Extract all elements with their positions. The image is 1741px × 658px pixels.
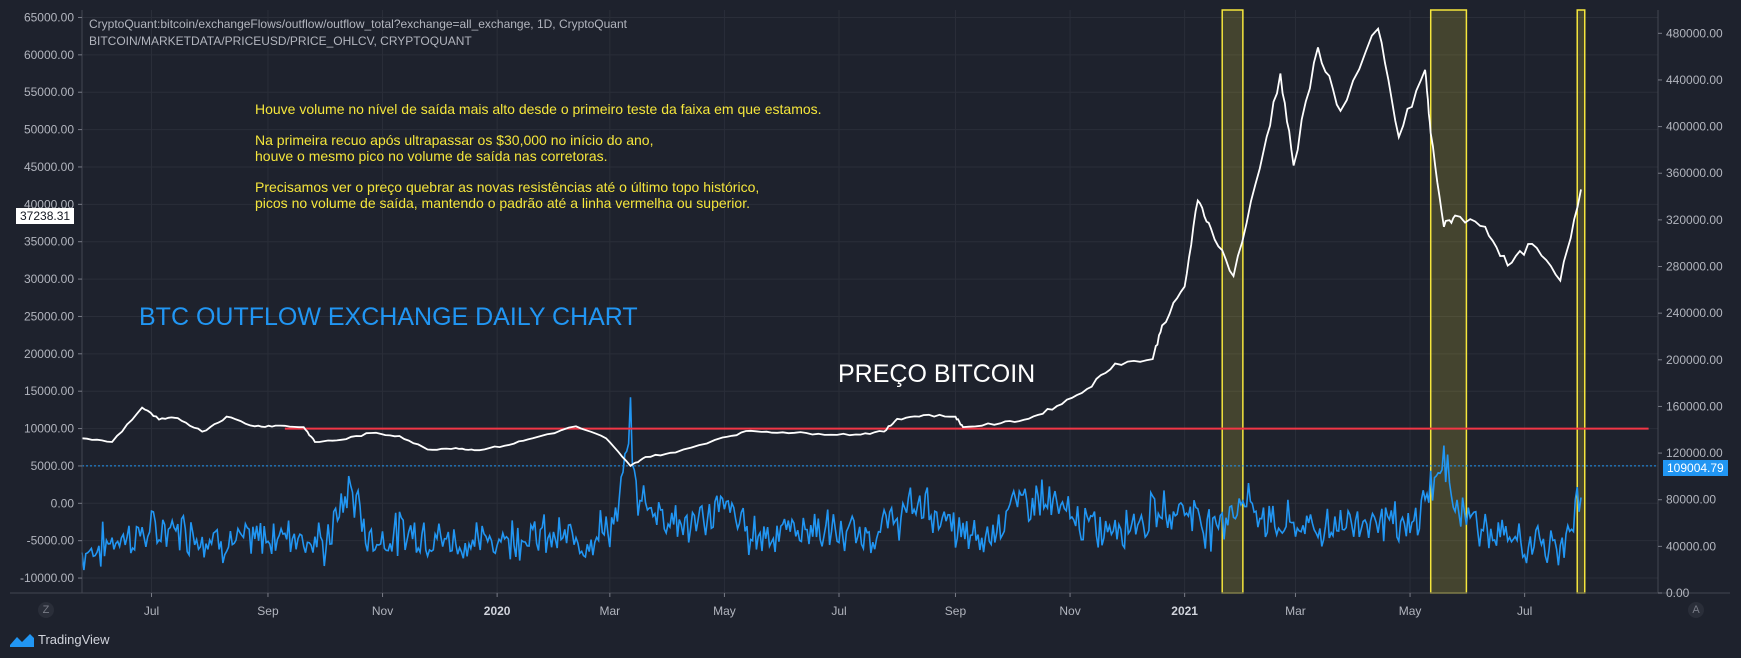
time-tick-label: 2021 (1171, 604, 1198, 618)
right-tick-label: 480000.00 (1666, 26, 1723, 40)
right-tick-label: 40000.00 (1666, 539, 1716, 553)
right-tick-label: 280000.00 (1666, 260, 1723, 274)
time-tick-label: 2020 (484, 604, 511, 618)
annotation-line-5: picos no volume de saída, mantendo o pad… (255, 195, 750, 211)
highlight-range (1221, 9, 1244, 594)
brand-name: TradingView (38, 632, 110, 647)
series-source-label-1: CryptoQuant:bitcoin/exchangeFlows/outflo… (89, 17, 627, 31)
zoom-toggle-button[interactable]: Z (38, 602, 54, 618)
right-tick-label: 0.00 (1666, 586, 1690, 600)
left-price-badge: 37238.31 (16, 208, 75, 224)
auto-scale-button[interactable]: A (1688, 602, 1704, 618)
left-tick-label: 60000.00 (24, 48, 74, 62)
annotation-line-3: houve o mesmo pico no volume de saída na… (255, 148, 608, 164)
right-value-badge: 109004.79 (1663, 460, 1728, 476)
right-tick-label: 360000.00 (1666, 166, 1723, 180)
time-tick-label: Nov (1059, 604, 1080, 618)
left-tick-label: 25000.00 (24, 309, 74, 323)
time-tick-label: May (1399, 604, 1422, 618)
left-tick-label: -5000.00 (27, 534, 75, 548)
time-tick-label: Sep (257, 604, 279, 618)
highlight-ranges (1221, 9, 1586, 594)
left-tick-label: 30000.00 (24, 272, 74, 286)
right-tick-label: 400000.00 (1666, 120, 1723, 134)
right-tick-label: 120000.00 (1666, 446, 1723, 460)
time-tick-label: Nov (372, 604, 393, 618)
left-tick-label: 35000.00 (24, 235, 74, 249)
time-tick-label: Mar (600, 604, 621, 618)
right-tick-label: 240000.00 (1666, 306, 1723, 320)
left-tick-label: 20000.00 (24, 347, 74, 361)
annotation-line-4: Precisamos ver o preço quebrar as novas … (255, 179, 760, 195)
time-tick-label: Jul (144, 604, 159, 618)
time-tick-label: Sep (945, 604, 967, 618)
left-tick-label: 65000.00 (24, 10, 74, 24)
annotation-line-2: Na primeira recuo após ultrapassar os $3… (255, 132, 654, 148)
left-tick-label: 55000.00 (24, 85, 74, 99)
right-tick-label: 80000.00 (1666, 493, 1716, 507)
left-tick-label: 40000.00 (24, 197, 74, 211)
left-tick-label: 10000.00 (24, 422, 74, 436)
series-source-label-2: BITCOIN/MARKETDATA/PRICEUSD/PRICE_OHLCV,… (89, 34, 472, 48)
annotation-line-1: Houve volume no nível de saída mais alto… (255, 101, 822, 117)
outflow-title: BTC OUTFLOW EXCHANGE DAILY CHART (139, 303, 638, 331)
right-tick-label: 440000.00 (1666, 73, 1723, 87)
right-tick-label: 320000.00 (1666, 213, 1723, 227)
time-tick-label: Jul (1517, 604, 1532, 618)
series-layer (81, 26, 1658, 571)
left-tick-label: 50000.00 (24, 123, 74, 137)
price-series-line (81, 26, 1582, 468)
left-tick-label: 45000.00 (24, 160, 74, 174)
time-tick-label: Mar (1285, 604, 1306, 618)
right-tick-label: 200000.00 (1666, 353, 1723, 367)
left-tick-label: 0.00 (51, 496, 75, 510)
left-tick-label: 5000.00 (31, 459, 75, 473)
right-tick-label: 160000.00 (1666, 399, 1723, 413)
highlight-range (1429, 9, 1468, 594)
left-tick-label: 15000.00 (24, 384, 74, 398)
tradingview-brand[interactable]: TradingView (10, 632, 110, 647)
left-tick-label: -10000.00 (20, 571, 74, 585)
outflow-series-line (81, 397, 1582, 571)
time-tick-label: Jul (831, 604, 846, 618)
tradingview-logo-icon (10, 633, 34, 647)
axes: 65000.00 60000.00 55000.00 50000.00 45000.00… (10, 10, 1730, 618)
price-title: PREÇO BITCOIN (838, 360, 1036, 388)
time-tick-label: May (713, 604, 736, 618)
